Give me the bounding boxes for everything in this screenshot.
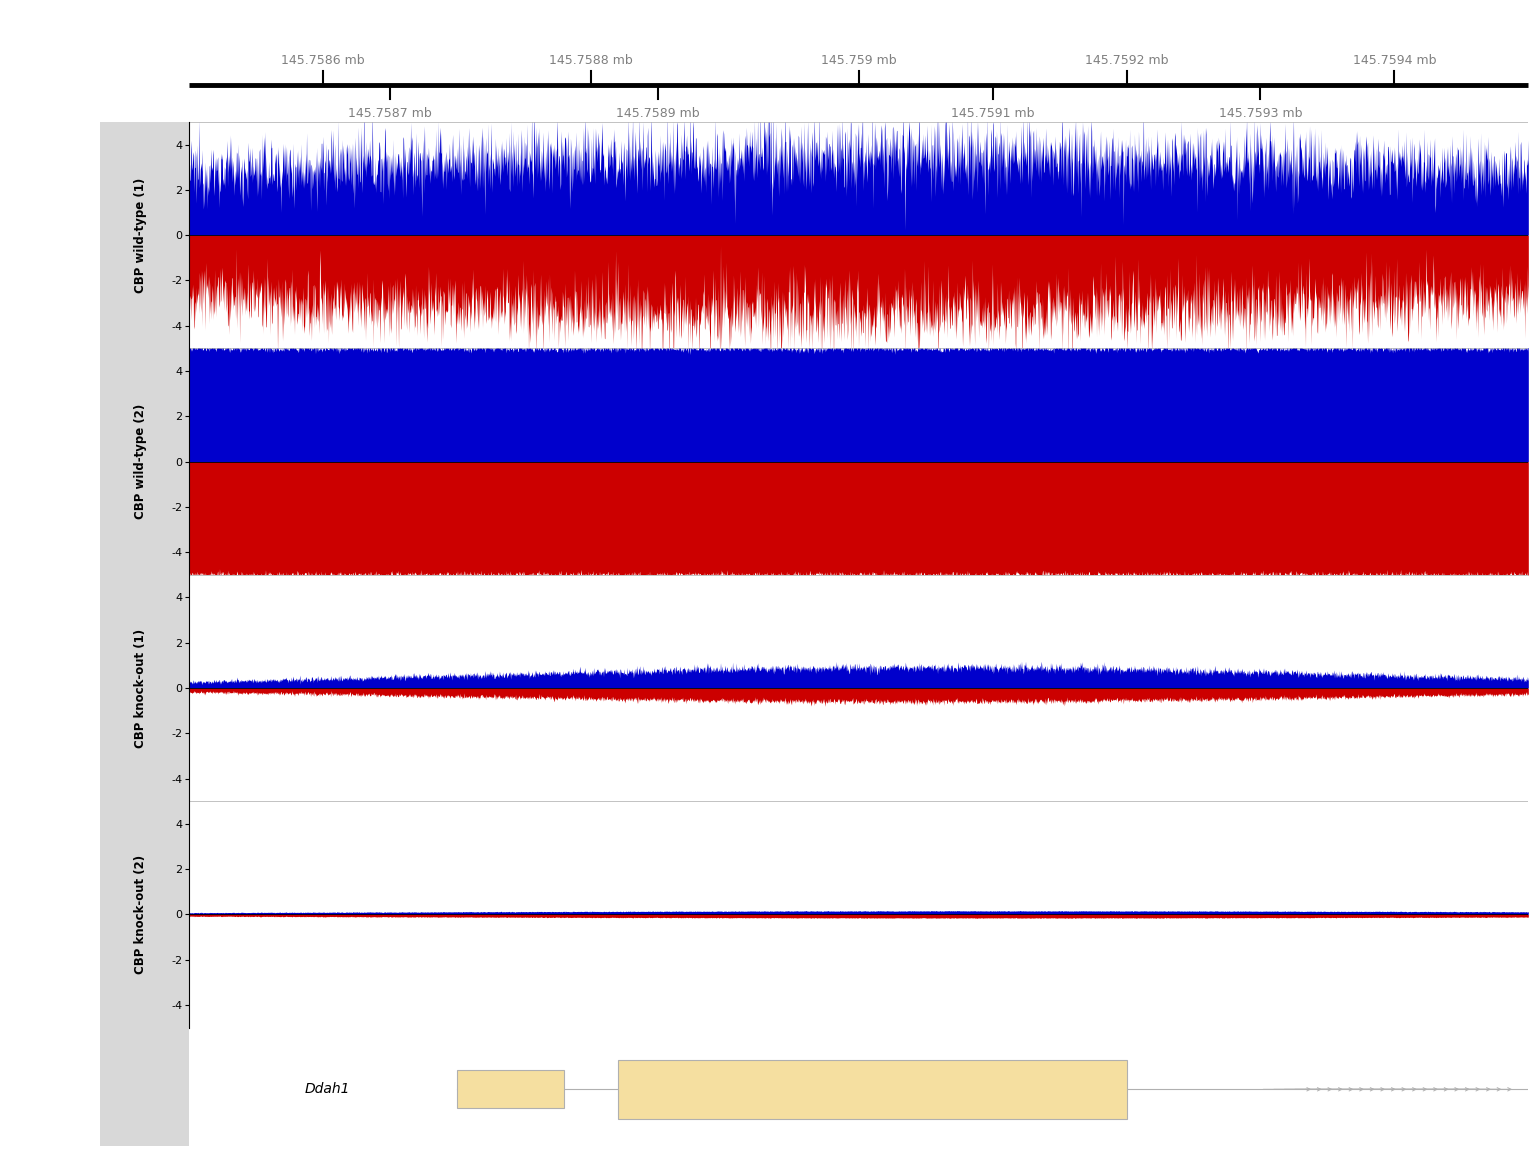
Text: Ddah1: Ddah1 [304,1083,350,1097]
Bar [458,1070,564,1108]
Text: 145.759 mb: 145.759 mb [820,54,897,67]
Text: CBP wild-type (1): CBP wild-type (1) [134,177,146,293]
Text: CBP knock-out (2): CBP knock-out (2) [134,855,146,973]
Text: 145.7594 mb: 145.7594 mb [1353,54,1436,67]
Text: 145.7589 mb: 145.7589 mb [616,107,700,120]
Text: 145.7591 mb: 145.7591 mb [951,107,1034,120]
Text: 145.7588 mb: 145.7588 mb [548,54,633,67]
Text: 145.7593 mb: 145.7593 mb [1218,107,1303,120]
Text: 145.7586 mb: 145.7586 mb [281,54,366,67]
Bar [617,1060,1126,1119]
Text: CBP wild-type (2): CBP wild-type (2) [134,404,146,520]
Text: CBP knock-out (1): CBP knock-out (1) [134,629,146,748]
Text: 145.7587 mb: 145.7587 mb [349,107,432,120]
Text: 145.7592 mb: 145.7592 mb [1084,54,1169,67]
